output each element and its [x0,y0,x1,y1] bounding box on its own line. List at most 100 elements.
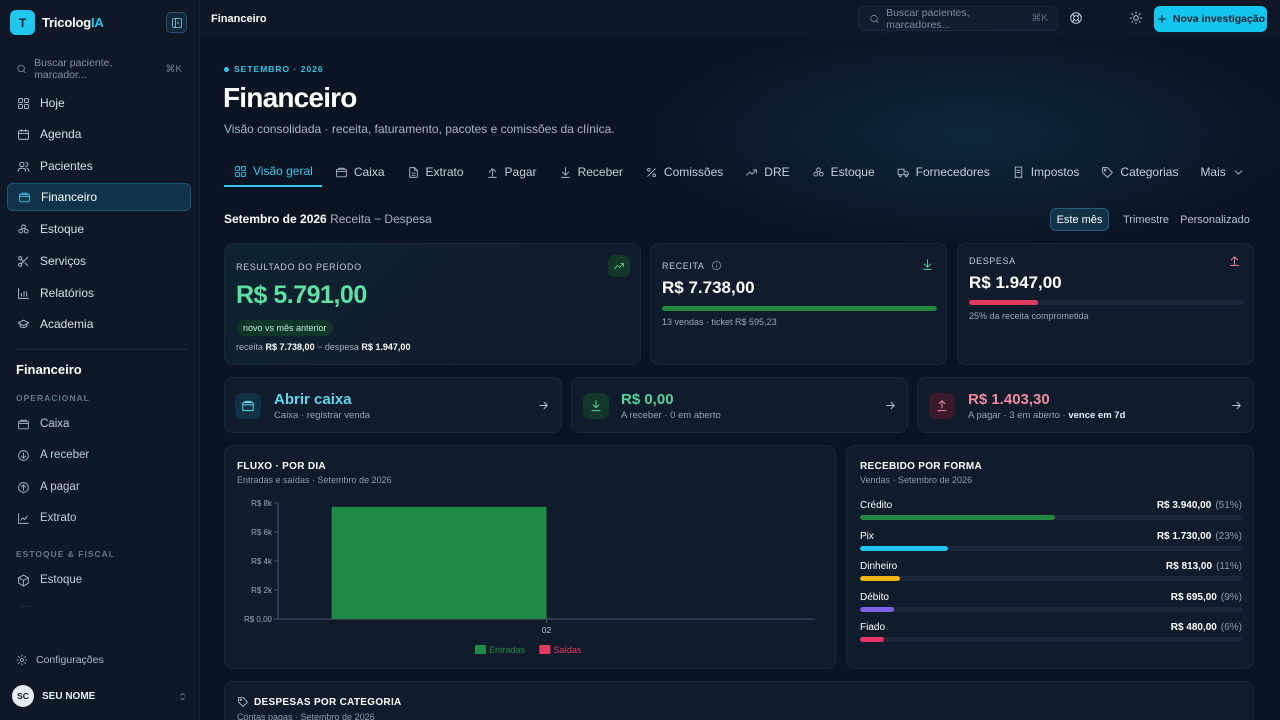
theme-toggle-button[interactable] [1129,11,1143,25]
kpi-resultado-card: RESULTADO DO PERÍODO R$ 5.791,00 novo vs… [224,243,641,365]
sidebar-section-title: Financeiro [16,362,82,377]
scissors-icon [18,255,29,267]
trending-up-icon [746,168,758,176]
sidebar-item-estoque[interactable]: Estoque [7,215,191,243]
sidebar-item-financeiro[interactable]: Financeiro [7,183,191,211]
global-search-shortcut: ⌘K [1031,13,1048,24]
chevron-down-icon [1234,169,1242,175]
tab-extrato[interactable]: Extrato [397,157,473,187]
receivables-card[interactable]: R$ 0,00 A receber · 0 em aberto [571,377,908,433]
sidebar-item-label: A receber [40,449,90,461]
user-menu[interactable]: SC SEU NOME [12,684,188,708]
tab-comissoes[interactable]: Comissões [635,157,732,187]
tab-receber[interactable]: Receber [549,157,632,187]
trending-up-icon [608,255,630,277]
search-icon [17,64,26,74]
sidebar-search-input[interactable]: Buscar paciente, marcador... ⌘K [10,57,190,81]
action-subtitle: A receber · 0 em aberto [621,410,721,421]
period-option-trimestre[interactable]: Trimestre [1122,213,1170,226]
payment-method-row: Débito R$ 695,00 (9%) [860,592,1242,614]
kpi-resultado-value: R$ 5.791,00 [236,281,367,309]
file-icon [408,166,418,178]
tab-label: Mais [1200,165,1226,179]
sidebar-item-label: Extrato [40,512,77,524]
action-subtitle-text: A pagar · 3 em aberto · [968,410,1069,421]
brand[interactable]: T TricologIA [10,10,104,35]
legend-swatch [475,645,486,654]
card-title: RECEBIDO POR FORMA [860,461,983,472]
payables-card[interactable]: R$ 1.403,30 A pagar · 3 em aberto · venc… [917,377,1254,433]
y-tick-label: R$ 4k [251,557,273,566]
sidebar-item-agenda[interactable]: Agenda [7,120,191,148]
tab-caixa[interactable]: Caixa [325,157,394,187]
sidebar-group-label: OPERACIONAL [16,393,90,403]
sidebar-item-caixa[interactable]: Caixa [7,411,191,437]
brand-name-accent: IA [90,15,104,30]
open-register-card[interactable]: Abrir caixa Caixa · registrar venda [224,377,562,433]
payment-method-percent: (9%) [1220,591,1242,603]
tab-estoque[interactable]: Estoque [802,157,884,187]
tab-label: Fornecedores [915,165,990,179]
kpi-label: RESULTADO DO PERÍODO [236,262,362,272]
tab-pagar[interactable]: Pagar [476,157,546,187]
sidebar-item-label: Financeiro [41,190,98,204]
tab-categorias[interactable]: Categorias [1091,157,1187,187]
sidebar-item-academia[interactable]: Academia [7,310,191,338]
kpi-label: DESPESA [969,256,1016,266]
payment-method-amount: R$ 1.730,00 (23%) [1157,531,1242,542]
collapse-sidebar-button[interactable] [166,12,187,33]
tab-label: Impostos [1030,165,1080,179]
help-button[interactable] [1069,11,1083,25]
kpi-receita-footer: 13 vendas · ticket R$ 595,23 [662,317,777,327]
payment-method-bar-fill [860,515,1055,520]
graduation-cap-icon [17,319,30,328]
sidebar-item-label: Estoque [40,222,85,236]
global-search-input[interactable]: Buscar pacientes, marcadores... ⌘K [858,6,1058,31]
period-option-personalizado[interactable]: Personalizado [1180,213,1250,226]
card-subtitle: Vendas · Setembro de 2026 [860,475,973,485]
tab-label: Extrato [425,165,464,179]
card-title: DESPESAS POR CATEGORIA [254,696,402,708]
payment-method-bar [860,637,1242,642]
tab-fornecedores[interactable]: Fornecedores [887,157,999,187]
sidebar-search-shortcut: ⌘K [165,63,182,75]
card-title: FLUXO · POR DIA [237,461,326,472]
sidebar-item-a-receber[interactable]: A receber [7,442,191,468]
payment-method-value: R$ 813,00 [1165,561,1213,572]
info-icon[interactable] [711,260,722,271]
topbar-title: Financeiro [211,13,267,25]
settings-link[interactable]: Configurações [16,654,104,666]
tab-label: Comissões [663,165,724,179]
wallet-icon [235,393,261,419]
tab-dre[interactable]: DRE [735,157,798,187]
tab-label: Visão geral [253,164,313,178]
sidebar-item-servicos[interactable]: Serviços [7,247,191,275]
package-icon [18,574,29,586]
payment-method-name: Fiado [860,622,886,633]
sidebar-item-estoque-fiscal[interactable]: Estoque [7,567,191,593]
period-summary: Setembro de 2026 Receita − Despesa [224,212,432,226]
period-option-este-mes[interactable]: Este mês [1050,208,1109,231]
payment-method-bar-fill [860,637,884,642]
action-title: Abrir caixa [274,391,352,408]
arrow-down-circle-icon [18,449,29,461]
tab-label: Categorias [1120,165,1179,179]
arrow-up-icon [487,167,497,178]
kpi-despesa-value: R$ 1.947,00 [969,273,1062,292]
sidebar-item-pacientes[interactable]: Pacientes [7,152,191,180]
tab-impostos[interactable]: Impostos [1002,157,1089,187]
payment-method-name: Pix [860,530,874,542]
sidebar-item-relatorios[interactable]: Relatórios [7,279,191,307]
receipt-icon [1014,166,1022,178]
tab-label: Receber [577,165,623,179]
sidebar-item-hoje[interactable]: Hoje [7,89,191,117]
new-investigation-button[interactable]: Nova investigação [1154,6,1267,32]
sidebar-item-a-pagar[interactable]: A pagar [7,474,191,500]
tab-mais[interactable]: Mais [1190,157,1253,187]
sidebar-item-extrato[interactable]: Extrato [7,505,191,531]
topbar: Financeiro Buscar pacientes, marcadores.… [200,0,1280,38]
action-title: R$ 0,00 [621,391,674,408]
sidebar-search-placeholder: Buscar paciente, marcador... [34,57,113,81]
tab-visao-geral[interactable]: Visão geral [224,157,322,187]
payment-method-value: R$ 3.940,00 [1156,500,1212,511]
